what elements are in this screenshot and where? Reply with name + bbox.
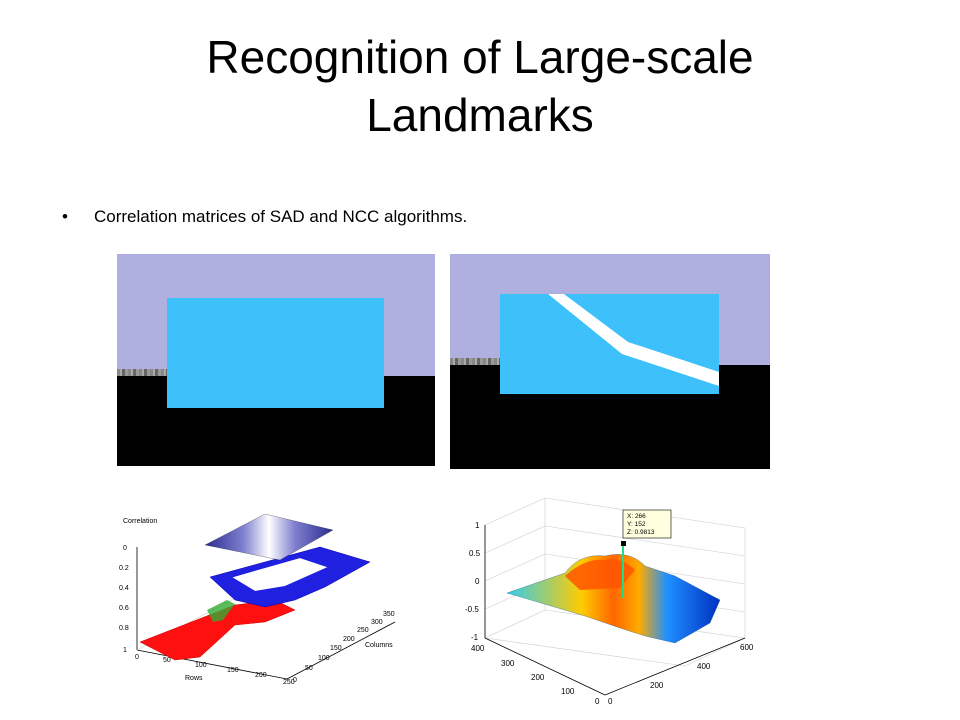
slide-title: Recognition of Large-scale Landmarks	[0, 28, 960, 144]
x-tick-labels: 0 200 400 600	[608, 643, 754, 706]
datatip-z: Z: 0.9813	[627, 529, 655, 536]
z-tick-labels: 1 0.5 0 -0.5 -1	[465, 521, 481, 642]
top-gradient-surface	[204, 513, 334, 561]
z-tick: 0.5	[469, 549, 481, 558]
bullet-icon: •	[62, 207, 68, 226]
slide-title-line2: Landmarks	[366, 89, 594, 141]
datatip: X: 266 Y: 152 Z: 0.9813	[622, 509, 672, 539]
z-tick: 0	[475, 577, 480, 586]
slide-title-line1: Recognition of Large-scale	[206, 31, 754, 83]
columns-label: Columns	[365, 642, 393, 649]
rows-tick: 250	[283, 679, 295, 686]
rows-tick: 50	[163, 657, 171, 664]
z-tick: 0.6	[119, 605, 129, 612]
z-tick: 0.2	[119, 565, 129, 572]
columns-tick: 200	[343, 636, 355, 643]
rows-tick: 100	[195, 662, 207, 669]
rows-tick-labels: 0 50 100 150 200 250	[135, 654, 295, 686]
x-tick: 400	[697, 662, 711, 671]
white-inner-frame	[227, 555, 333, 594]
horizon-noise	[117, 369, 169, 377]
rows-tick: 0	[135, 654, 139, 661]
columns-tick-labels: 0 50 100 150 200 250 300 350	[293, 611, 395, 684]
rows-tick: 200	[255, 672, 267, 679]
z-tick: 0.4	[119, 585, 129, 592]
z-tick: 1	[123, 647, 127, 654]
datatip-x: X: 266	[627, 513, 646, 520]
x-tick: 600	[740, 643, 754, 652]
y-tick-labels: 400 300 200 100 0	[471, 644, 600, 706]
peak-point	[621, 541, 626, 546]
columns-tick: 100	[318, 655, 330, 662]
rows-tick: 150	[227, 667, 239, 674]
columns-tick: 50	[305, 665, 313, 672]
z-tick: 1	[475, 521, 480, 530]
surface-peak	[565, 559, 635, 590]
columns-tick: 150	[330, 645, 342, 652]
z-tick: 0.8	[119, 625, 129, 632]
y-tick: 100	[561, 687, 575, 696]
zlabel: Correlation	[123, 518, 157, 525]
x-tick: 0	[608, 697, 613, 706]
datatip-y: Y: 152	[627, 521, 646, 528]
y-tick: 300	[501, 659, 515, 668]
ncc-correlation-plot: X: 266 Y: 152 Z: 0.9813 1 0.5 0 -0.5 -1 …	[465, 497, 754, 706]
columns-tick: 250	[357, 627, 369, 634]
columns-tick: 350	[383, 611, 395, 618]
y-tick: 0	[595, 697, 600, 706]
bullet-item: • Correlation matrices of SAD and NCC al…	[62, 206, 467, 228]
x-tick: 200	[650, 681, 664, 690]
z-tick: -1	[471, 633, 479, 642]
columns-tick: 300	[371, 619, 383, 626]
sad-correlation-plot: Correlation 0 0.2 0.4 0.6 0.8 1 0 50 100…	[119, 513, 396, 686]
diagonal-stripe	[548, 294, 719, 386]
bullet-text: Correlation matrices of SAD and NCC algo…	[94, 207, 468, 226]
y-tick: 400	[471, 644, 485, 653]
z-tick-labels: 0 0.2 0.4 0.6 0.8 1	[119, 545, 129, 654]
landmark-rectangle	[500, 294, 719, 394]
correlation-surface	[506, 554, 721, 644]
horizon-noise	[450, 358, 502, 366]
rows-label: Rows	[185, 675, 203, 682]
landmark-rectangle	[167, 298, 384, 408]
columns-tick: 0	[293, 677, 297, 684]
axes	[484, 525, 746, 696]
z-tick: 0	[123, 545, 127, 552]
y-tick: 200	[531, 673, 545, 682]
z-tick: -0.5	[465, 605, 479, 614]
query-landmark-image	[450, 254, 770, 469]
reference-landmark-image	[117, 254, 435, 466]
green-region	[207, 600, 235, 622]
